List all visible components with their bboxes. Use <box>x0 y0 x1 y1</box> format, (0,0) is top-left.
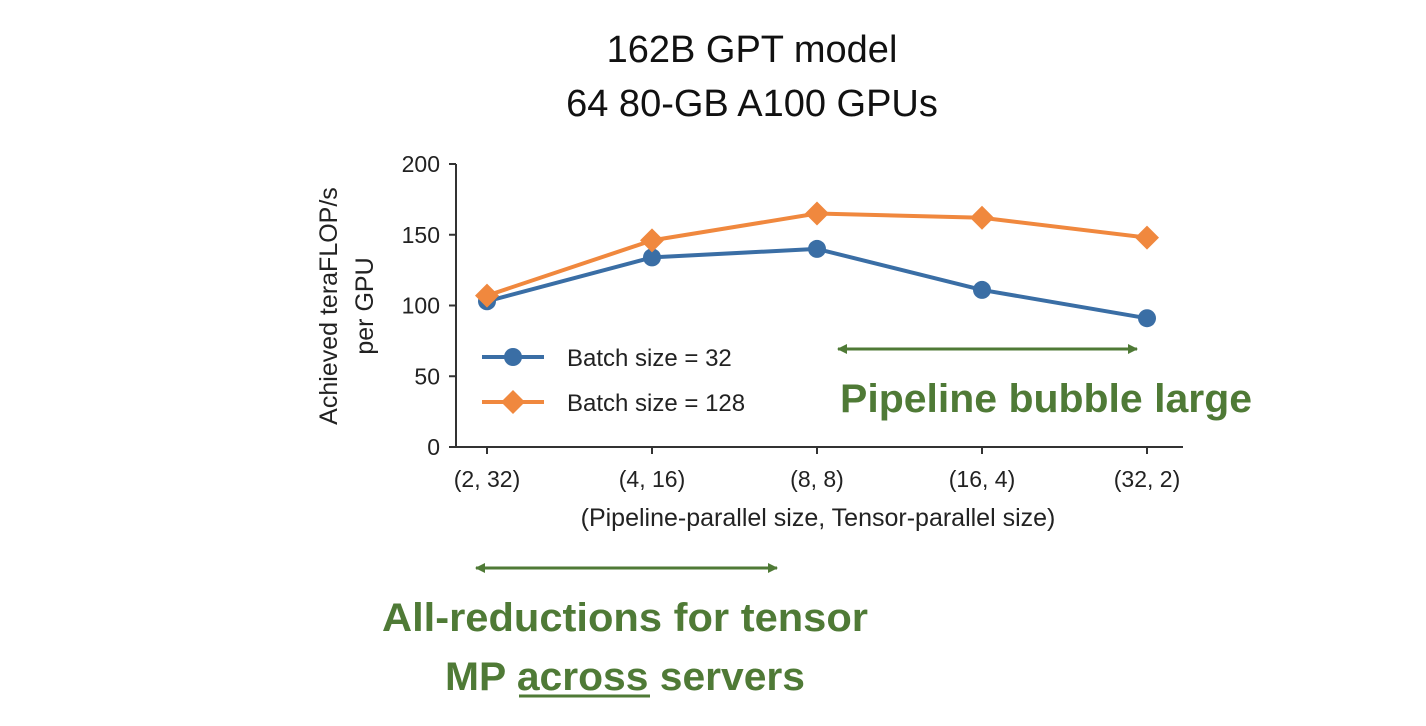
x-ticks: (2, 32) (4, 16) (8, 8) (16, 4) (32, 2) <box>454 447 1180 492</box>
y-tick-label: 100 <box>402 293 440 319</box>
x-tick-label: (2, 32) <box>454 466 520 492</box>
legend-label-batch-32: Batch size = 32 <box>567 345 732 372</box>
y-axis-label-line-2: per GPU <box>351 257 379 354</box>
series-line-0 <box>486 246 1148 321</box>
y-tick-label: 50 <box>414 363 440 389</box>
x-tick-label: (32, 2) <box>1114 466 1180 492</box>
series-point-1 <box>640 228 664 253</box>
legend-marker-batch-128 <box>501 390 525 414</box>
legend: Batch size = 32 Batch size = 128 <box>482 345 745 417</box>
series-point-0 <box>1138 309 1156 328</box>
y-ticks: 0 50 100 150 200 <box>402 151 456 460</box>
series-layer <box>475 201 1159 328</box>
allreduce-annotation-line-2: MP across servers <box>445 655 805 699</box>
series-point-0 <box>808 239 826 258</box>
series-point-1 <box>970 205 994 230</box>
series-point-1 <box>805 201 829 226</box>
y-axis-label-line-1: Achieved teraFLOP/s <box>315 187 343 425</box>
x-axis-label: (Pipeline-parallel size, Tensor-parallel… <box>581 504 1056 532</box>
legend-label-batch-128: Batch size = 128 <box>567 390 745 417</box>
chart-title-line-2: 64 80-GB A100 GPUs <box>566 83 938 125</box>
x-tick-label: (16, 4) <box>949 466 1015 492</box>
allreduce-annotation-line-1: All-reductions for tensor <box>382 596 868 640</box>
legend-marker-batch-32 <box>504 348 522 366</box>
y-tick-label: 200 <box>402 151 440 177</box>
series-point-0 <box>973 280 991 299</box>
series-point-0 <box>643 248 661 267</box>
series-point-1 <box>1135 225 1159 250</box>
series-point-1 <box>475 283 499 308</box>
chart-title-line-1: 162B GPT model <box>607 29 898 71</box>
x-tick-label: (8, 8) <box>790 466 844 492</box>
y-tick-label: 150 <box>402 222 440 248</box>
pipeline-annotation: Pipeline bubble large <box>840 377 1252 421</box>
y-tick-label: 0 <box>427 434 440 460</box>
x-tick-label: (4, 16) <box>619 466 685 492</box>
